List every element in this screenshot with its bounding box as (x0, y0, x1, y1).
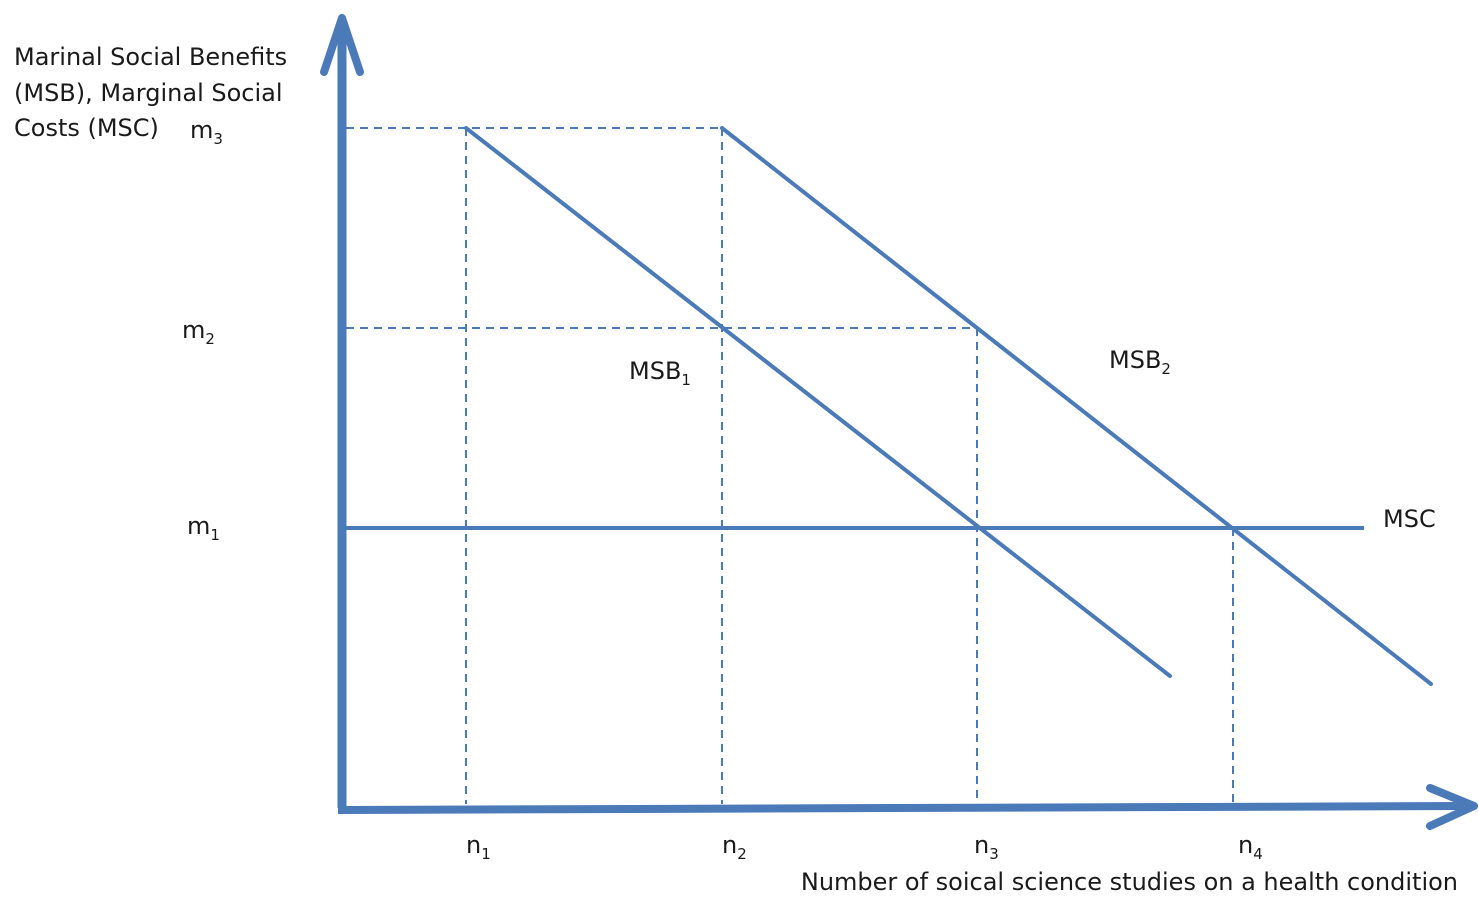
y-tick-m2: m2 (182, 316, 215, 348)
y-axis-title-line-3: Costs (MSC) (14, 114, 159, 142)
x-tick-n1-sub: 1 (481, 845, 491, 863)
msc-label: MSC (1383, 505, 1436, 533)
x-tick-n3-sub: 3 (989, 845, 999, 863)
msb1-line (464, 126, 1172, 678)
x-tick-n2-sub: 2 (737, 845, 747, 863)
y-tick-m2-base: m (182, 316, 205, 344)
x-tick-n4: n4 (1238, 831, 1263, 863)
guide-lines (346, 127, 1234, 804)
x-tick-n3-base: n (974, 831, 989, 859)
x-axis (337, 784, 1478, 830)
y-tick-m3-sub: 3 (213, 130, 223, 148)
msb2-label-base: MSB (1109, 346, 1161, 374)
x-tick-n4-base: n (1238, 831, 1253, 859)
msb1-label: MSB1 (629, 357, 691, 389)
x-axis-title: Number of soical science studies on a he… (801, 868, 1458, 896)
msb1-label-base: MSB (629, 357, 681, 385)
y-tick-m1-sub: 1 (210, 526, 220, 544)
y-axis-title-line-1: Marinal Social Benefits (14, 43, 287, 71)
x-tick-n2: n2 (722, 831, 747, 863)
x-tick-n1-base: n (466, 831, 481, 859)
msb2-label-sub: 2 (1161, 360, 1171, 378)
x-tick-n2-base: n (722, 831, 737, 859)
y-tick-m3: m3 (190, 116, 223, 148)
msb1-label-sub: 1 (681, 371, 691, 389)
x-axis-line (337, 802, 1469, 814)
x-tick-n1: n1 (466, 831, 491, 863)
msb2-label: MSB2 (1109, 346, 1171, 378)
y-tick-m1: m1 (187, 512, 220, 544)
y-axis-arrowhead (320, 14, 364, 76)
y-axis-title-line-2: (MSB), Marginal Social (14, 79, 283, 107)
x-axis-arrowhead (1426, 784, 1478, 830)
y-tick-m2-sub: 2 (205, 330, 215, 348)
x-tick-n4-sub: 4 (1253, 845, 1263, 863)
y-tick-m1-base: m (187, 512, 210, 540)
y-axis (320, 14, 364, 808)
x-tick-n3: n3 (974, 831, 999, 863)
y-tick-m3-base: m (190, 116, 213, 144)
msb2-line (720, 126, 1433, 686)
